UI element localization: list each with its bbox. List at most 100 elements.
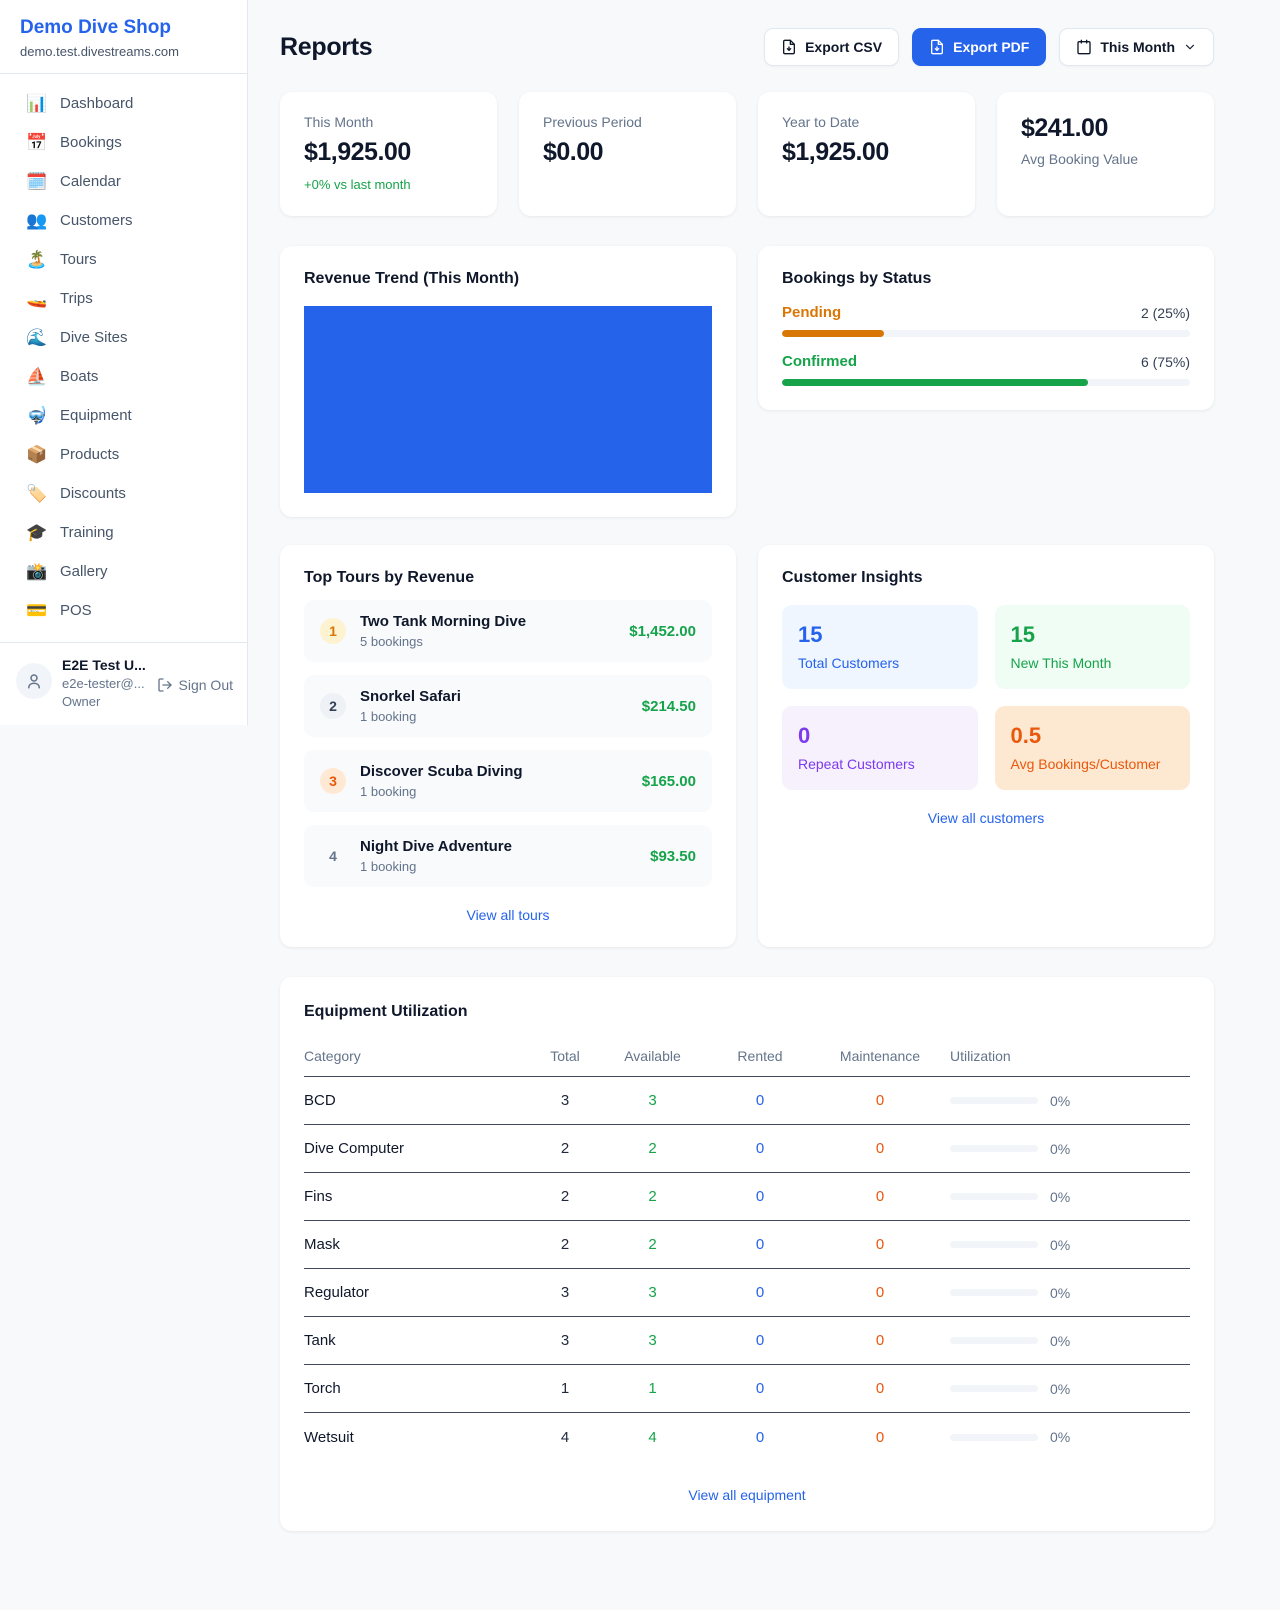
view-all-tours-link[interactable]: View all tours — [466, 907, 550, 923]
tour-revenue: $1,452.00 — [629, 622, 696, 640]
view-all-customers-link[interactable]: View all customers — [927, 810, 1045, 826]
equipment-available: 3 — [648, 1092, 657, 1109]
period-select[interactable]: This Month — [1059, 28, 1214, 66]
rank-badge: 4 — [329, 848, 337, 864]
equipment-category: BCD — [304, 1092, 336, 1109]
utilization-bar — [950, 1145, 1038, 1152]
equipment-total: 2 — [560, 1140, 570, 1157]
sign-out-button[interactable]: Sign Out — [157, 677, 233, 693]
pos-icon: 💳 — [26, 601, 48, 620]
bookings-by-status-title: Bookings by Status — [782, 270, 932, 287]
tour-bookings: 1 booking — [360, 784, 417, 799]
products-icon: 📦 — [26, 445, 48, 464]
equipment-available: 4 — [648, 1428, 657, 1446]
equipment-rented: 0 — [755, 1332, 765, 1349]
table-row: Mask 2 2 0 0 0% — [304, 1221, 1190, 1269]
utilization-pct: 0% — [1050, 1092, 1071, 1109]
utilization-pct: 0% — [1050, 1332, 1071, 1349]
equipment-total: 2 — [560, 1188, 570, 1205]
sidebar-item-gallery[interactable]: 📸 Gallery — [0, 552, 247, 591]
status-value-pending: 2 (25%) — [1140, 304, 1190, 321]
sidebar-item-products[interactable]: 📦 Products — [0, 435, 247, 474]
user-email: e2e-tester@... — [62, 676, 145, 691]
page-title: Reports — [280, 32, 373, 61]
equipment-maintenance: 0 — [875, 1380, 885, 1397]
user-section: E2E Test U... e2e-tester@... Owner Sign … — [0, 642, 247, 725]
sidebar-item-label: Discounts — [60, 485, 126, 502]
brand-block: Demo Dive Shop demo.test.divestreams.com — [0, 0, 247, 74]
revenue-trend-bar — [304, 306, 712, 493]
progress-fill-confirmed — [782, 379, 1088, 386]
equipment-maintenance: 0 — [875, 1332, 885, 1349]
export-pdf-button[interactable]: Export PDF — [912, 28, 1047, 66]
tour-bookings: 1 booking — [360, 859, 417, 874]
insights-row: Top Tours by Revenue 1 Two Tank Morning … — [280, 545, 1214, 947]
rank-badge: 2 — [320, 693, 346, 719]
sidebar-item-boats[interactable]: ⛵ Boats — [0, 357, 247, 396]
equipment-utilization-card: Equipment Utilization Category Total Ava… — [280, 977, 1214, 1531]
equipment-maintenance: 0 — [875, 1236, 885, 1253]
utilization-pct: 0% — [1050, 1429, 1071, 1445]
file-download-icon — [783, 39, 796, 55]
user-info: E2E Test U... e2e-tester@... Owner — [62, 657, 157, 709]
calendar-icon — [1077, 39, 1092, 55]
tile-value: 0 — [798, 723, 811, 748]
sidebar-item-label: Equipment — [60, 407, 132, 424]
status-label-confirmed: Confirmed — [782, 353, 857, 370]
utilization-bar — [950, 1433, 1038, 1441]
sidebar-item-dashboard[interactable]: 📊 Dashboard — [0, 84, 247, 123]
tile-value: 0.5 — [1010, 723, 1042, 748]
chevron-down-icon — [1185, 44, 1195, 50]
sidebar-item-calendar[interactable]: 🗓️ Calendar — [0, 162, 247, 201]
equipment-icon: 🤿 — [26, 406, 48, 425]
tour-name: Night Dive Adventure — [360, 838, 512, 855]
column-header-utilization: Utilization — [950, 1047, 1011, 1064]
stat-value: $1,925.00 — [304, 138, 411, 166]
view-all-equipment-link[interactable]: View all equipment — [688, 1487, 806, 1503]
person-icon — [28, 674, 40, 689]
tile-repeat-customers: 0 Repeat Customers — [782, 706, 978, 790]
equipment-rented: 0 — [755, 1380, 765, 1397]
shop-domain: demo.test.divestreams.com — [20, 44, 179, 59]
sidebar-item-label: Products — [60, 446, 120, 463]
utilization-pct: 0% — [1050, 1188, 1071, 1205]
equipment-category: Tank — [304, 1332, 336, 1349]
customer-insights-card: Customer Insights 15 Total Customers 15 … — [758, 545, 1214, 947]
stat-card-year-to-date: Year to Date $1,925.00 — [758, 92, 975, 216]
stat-label: Avg Booking Value — [1021, 151, 1139, 167]
export-csv-label: Export CSV — [805, 39, 883, 55]
tour-revenue: $214.50 — [641, 697, 696, 715]
sidebar-item-discounts[interactable]: 🏷️ Discounts — [0, 474, 247, 513]
sidebar-item-bookings[interactable]: 📅 Bookings — [0, 123, 247, 162]
table-row: BCD 3 3 0 0 0% — [304, 1077, 1190, 1125]
sidebar-item-training[interactable]: 🎓 Training — [0, 513, 247, 552]
sidebar-item-equipment[interactable]: 🤿 Equipment — [0, 396, 247, 435]
utilization-bar — [950, 1337, 1038, 1344]
stat-label: Year to Date — [782, 114, 860, 130]
equipment-available: 3 — [648, 1284, 657, 1301]
tour-row: 2 Snorkel Safari 1 booking $214.50 — [304, 675, 712, 737]
sidebar-item-dive-sites[interactable]: 🌊 Dive Sites — [0, 318, 247, 357]
equipment-total: 4 — [560, 1428, 570, 1446]
tile-label: Repeat Customers — [798, 756, 915, 772]
export-csv-button[interactable]: Export CSV — [764, 28, 900, 66]
sidebar-item-trips[interactable]: 🚤 Trips — [0, 279, 247, 318]
progress-track — [782, 330, 1190, 337]
equipment-category: Wetsuit — [304, 1428, 354, 1446]
shop-name: Demo Dive Shop — [20, 17, 171, 38]
top-tours-title: Top Tours by Revenue — [304, 569, 475, 586]
tile-label: Total Customers — [798, 655, 900, 671]
discounts-icon: 🏷️ — [26, 484, 48, 503]
logout-icon — [157, 678, 172, 692]
rank-badge: 3 — [320, 768, 346, 794]
bookings-icon: 📅 — [26, 133, 48, 152]
dashboard-icon: 📊 — [26, 94, 48, 113]
sidebar-item-pos[interactable]: 💳 POS — [0, 591, 247, 630]
sidebar-item-label: Training — [60, 524, 114, 541]
utilization-bar — [950, 1289, 1038, 1296]
tour-row: 4 Night Dive Adventure 1 booking $93.50 — [304, 825, 712, 887]
stat-delta: +0% vs last month — [304, 177, 411, 192]
equipment-rented: 0 — [755, 1140, 765, 1157]
sidebar-item-customers[interactable]: 👥 Customers — [0, 201, 247, 240]
sidebar-item-tours[interactable]: 🏝️ Tours — [0, 240, 247, 279]
